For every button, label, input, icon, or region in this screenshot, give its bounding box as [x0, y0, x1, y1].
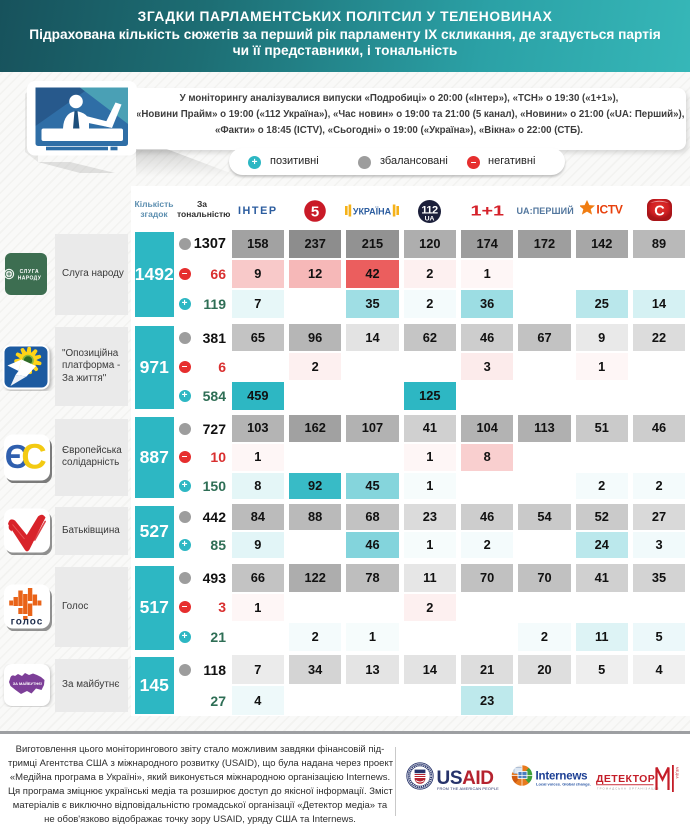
svg-text:голос: голос: [11, 617, 44, 628]
svg-text:Local voices. Global change.: Local voices. Global change.: [536, 782, 591, 787]
svg-text:УКРАЇНА: УКРАЇНА: [353, 206, 392, 216]
svg-text:112: 112: [422, 205, 439, 217]
svg-text:ЗА МАЙБУТНЄ!: ЗА МАЙБУТНЄ!: [13, 681, 43, 686]
svg-text:1+1: 1+1: [471, 204, 505, 216]
svg-text:СЛУГА: СЛУГА: [20, 269, 40, 275]
svg-text:UA: UA: [425, 216, 435, 223]
svg-text:ГРОМАДСЬКА ОРГАНІЗАЦІЯ: ГРОМАДСЬКА ОРГАНІЗАЦІЯ: [597, 787, 659, 791]
svg-text:С: С: [654, 204, 665, 220]
svg-text:МЕДІА: МЕДІА: [675, 767, 679, 779]
svg-text:5: 5: [311, 204, 319, 221]
svg-text:НАРОДУ: НАРОДУ: [18, 276, 42, 282]
svg-text:FROM THE AMERICAN PEOPLE: FROM THE AMERICAN PEOPLE: [437, 786, 499, 791]
svg-text:USAID: USAID: [437, 768, 494, 789]
svg-text:С: С: [21, 437, 46, 476]
svg-text:Internews: Internews: [536, 771, 588, 783]
svg-text:ICTV: ICTV: [596, 203, 622, 217]
svg-text:Є: Є: [5, 438, 28, 475]
svg-text:ДЕТЕКТОР: ДЕТЕКТОР: [596, 773, 655, 785]
